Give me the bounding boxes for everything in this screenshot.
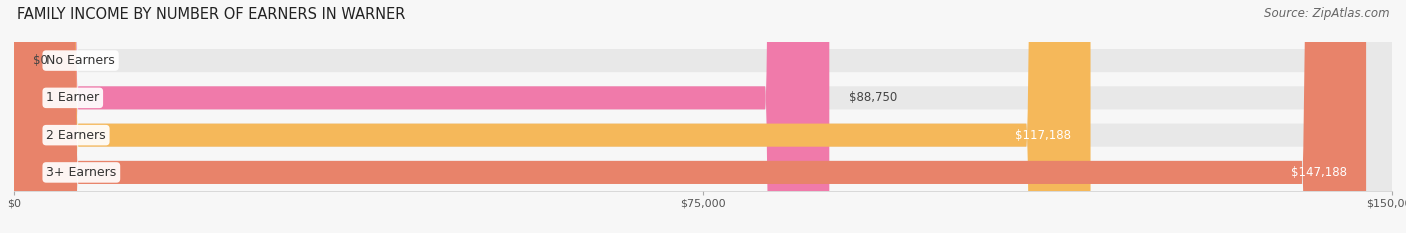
FancyBboxPatch shape — [14, 0, 1392, 233]
Text: $0: $0 — [34, 54, 48, 67]
Text: FAMILY INCOME BY NUMBER OF EARNERS IN WARNER: FAMILY INCOME BY NUMBER OF EARNERS IN WA… — [17, 7, 405, 22]
FancyBboxPatch shape — [14, 0, 1392, 233]
Text: 1 Earner: 1 Earner — [46, 91, 100, 104]
Text: 3+ Earners: 3+ Earners — [46, 166, 117, 179]
Text: $117,188: $117,188 — [1015, 129, 1071, 142]
FancyBboxPatch shape — [14, 0, 1392, 233]
Text: $88,750: $88,750 — [849, 91, 897, 104]
FancyBboxPatch shape — [14, 0, 1392, 233]
FancyBboxPatch shape — [14, 0, 1367, 233]
Text: 2 Earners: 2 Earners — [46, 129, 105, 142]
FancyBboxPatch shape — [14, 0, 1091, 233]
Text: Source: ZipAtlas.com: Source: ZipAtlas.com — [1264, 7, 1389, 20]
FancyBboxPatch shape — [14, 0, 830, 233]
Text: $147,188: $147,188 — [1291, 166, 1347, 179]
Text: No Earners: No Earners — [46, 54, 115, 67]
